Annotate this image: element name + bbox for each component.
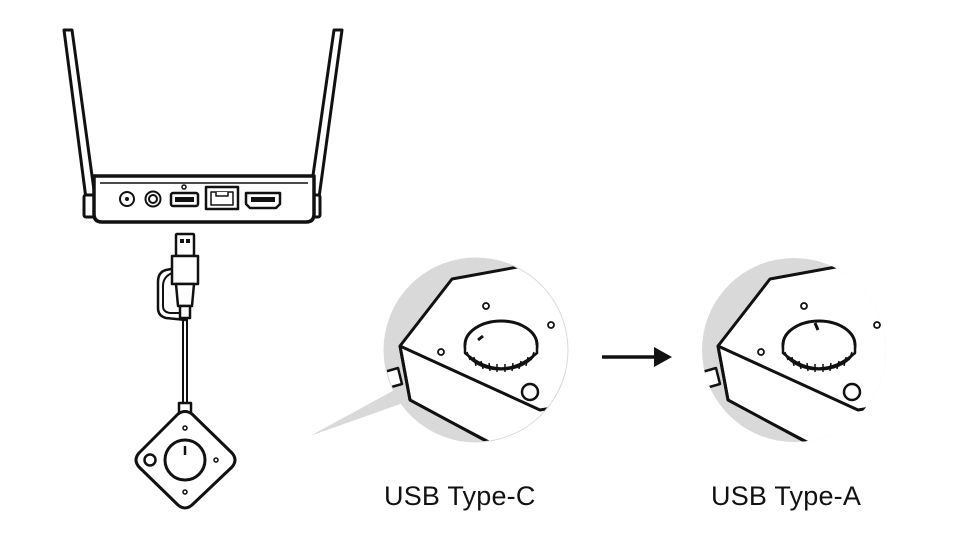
arrow-right-icon [602, 347, 672, 367]
caption-usb-type-c: USB Type-C [384, 481, 536, 511]
main-button-icon [163, 438, 207, 482]
caption-usb-type-a: USB Type-A [711, 481, 862, 511]
zoom-lens-usb-a [702, 258, 886, 442]
receiver-device [62, 28, 344, 224]
presentation-button-icon [134, 401, 237, 510]
ethernet-port-icon [204, 185, 240, 211]
usb-a-plug-icon [174, 232, 196, 258]
usb-port-icon [169, 184, 200, 208]
zoom-lens-usb-c [383, 257, 569, 443]
zoom-callout-wedge [310, 388, 403, 436]
left-antenna-icon [62, 28, 100, 219]
dc-port-icon [119, 191, 135, 207]
usb-dongle-cable [156, 232, 200, 403]
hdmi-port-icon [244, 191, 282, 210]
receiver-body [92, 174, 316, 224]
led-icon [143, 453, 157, 467]
audio-port-icon [144, 190, 162, 208]
